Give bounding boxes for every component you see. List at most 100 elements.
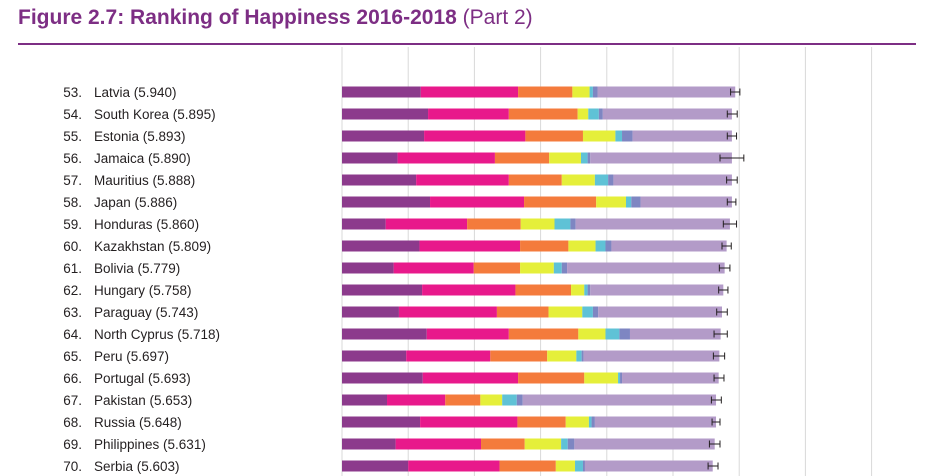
country-label: Jamaica (5.890) xyxy=(94,151,191,166)
country-label: Paraguay (5.743) xyxy=(94,305,198,320)
country-label: Peru (5.697) xyxy=(94,349,169,364)
rank-label: 53. xyxy=(63,85,82,100)
rank-label: 70. xyxy=(63,459,82,474)
figure-title-main: Figure 2.7: Ranking of Happiness 2016-20… xyxy=(18,6,457,29)
country-label: Estonia (5.893) xyxy=(94,129,186,144)
bar-segment xyxy=(592,306,599,318)
bar-segment xyxy=(385,218,468,230)
country-label: Honduras (5.860) xyxy=(94,217,199,232)
bar-segment xyxy=(342,416,421,428)
bar-segment xyxy=(629,328,721,340)
bar-segment xyxy=(524,196,597,208)
bar-segment xyxy=(568,240,596,252)
bar-segment xyxy=(605,240,612,252)
bar-segment xyxy=(598,108,603,120)
rank-label: 65. xyxy=(63,349,82,364)
bar-segment xyxy=(473,262,521,274)
bar-segment xyxy=(342,284,423,296)
bar-segment xyxy=(567,262,725,274)
bar-segment xyxy=(520,218,555,230)
bar-segment xyxy=(502,394,517,406)
rank-label: 64. xyxy=(63,327,82,342)
rank-label: 60. xyxy=(63,239,82,254)
bar-segment xyxy=(419,240,521,252)
bar-segment xyxy=(342,350,407,362)
bar-segment xyxy=(490,350,548,362)
bar-segment xyxy=(342,86,421,98)
bar-segment xyxy=(577,108,589,120)
bar-segment xyxy=(342,130,425,142)
bar-segment xyxy=(420,86,519,98)
bar-segment xyxy=(494,152,550,164)
bar-segment xyxy=(525,130,583,142)
bar-segment xyxy=(516,394,523,406)
bar-segment xyxy=(619,328,630,340)
bar-segment xyxy=(342,306,399,318)
bar-segment xyxy=(547,350,577,362)
bar-segment xyxy=(342,372,423,384)
bar-segment xyxy=(395,438,482,450)
bar-segment xyxy=(591,416,595,428)
bar-segment xyxy=(589,86,593,98)
bar-segment xyxy=(582,306,593,318)
bar-segment xyxy=(582,130,616,142)
bar-segment xyxy=(578,328,606,340)
rank-label: 68. xyxy=(63,415,82,430)
figure-title: Figure 2.7: Ranking of Happiness 2016-20… xyxy=(18,6,533,30)
bar-segment xyxy=(553,262,562,274)
country-label: South Korea (5.895) xyxy=(94,107,216,122)
bar-segment xyxy=(584,372,619,384)
bar-segment xyxy=(588,416,592,428)
bar-segment xyxy=(342,438,396,450)
bar-segment xyxy=(499,460,556,472)
bar-segment xyxy=(430,196,525,208)
rank-label: 55. xyxy=(63,129,82,144)
bar-segment xyxy=(590,284,724,296)
country-label: Portugal (5.693) xyxy=(94,371,191,386)
bar-segment xyxy=(581,350,584,362)
bar-segment xyxy=(520,262,554,274)
rank-label: 69. xyxy=(63,437,82,452)
bar-segment xyxy=(584,284,588,296)
bar-segment xyxy=(574,438,715,450)
bar-segment xyxy=(613,174,732,186)
bar-segment xyxy=(640,196,732,208)
bar-segment xyxy=(467,218,521,230)
bar-segment xyxy=(342,394,388,406)
bar-segment xyxy=(416,174,509,186)
bar-segment xyxy=(554,218,571,230)
bar-segment xyxy=(508,174,562,186)
country-label: Japan (5.886) xyxy=(94,195,177,210)
bar-segment xyxy=(561,174,595,186)
bar-segment xyxy=(575,460,583,472)
bar-segment xyxy=(618,372,621,384)
bar-segment xyxy=(567,438,575,450)
country-label: Latvia (5.940) xyxy=(94,85,177,100)
bar-segment xyxy=(342,240,420,252)
bar-segment xyxy=(342,328,427,340)
bar-segment xyxy=(342,196,431,208)
bar-segment xyxy=(598,306,722,318)
figure-title-part: (Part 2) xyxy=(456,6,533,29)
rank-label: 59. xyxy=(63,217,82,232)
bar-segment xyxy=(524,438,562,450)
country-label: Mauritius (5.888) xyxy=(94,173,195,188)
bar-segment xyxy=(422,284,516,296)
bar-segment xyxy=(580,152,588,164)
bar-segment xyxy=(605,328,620,340)
rank-label: 56. xyxy=(63,151,82,166)
bar-segment xyxy=(424,130,526,142)
bar-segment xyxy=(632,130,732,142)
bar-segment xyxy=(508,108,578,120)
rank-label: 63. xyxy=(63,305,82,320)
bar-segment xyxy=(592,86,598,98)
bar-segment xyxy=(548,306,583,318)
country-label: Pakistan (5.653) xyxy=(94,393,192,408)
bar-segment xyxy=(602,108,732,120)
bar-segment xyxy=(587,284,591,296)
bar-segment xyxy=(596,196,626,208)
bar-segment xyxy=(428,108,509,120)
country-label: North Cyprus (5.718) xyxy=(94,327,220,342)
bar-segment xyxy=(398,306,497,318)
